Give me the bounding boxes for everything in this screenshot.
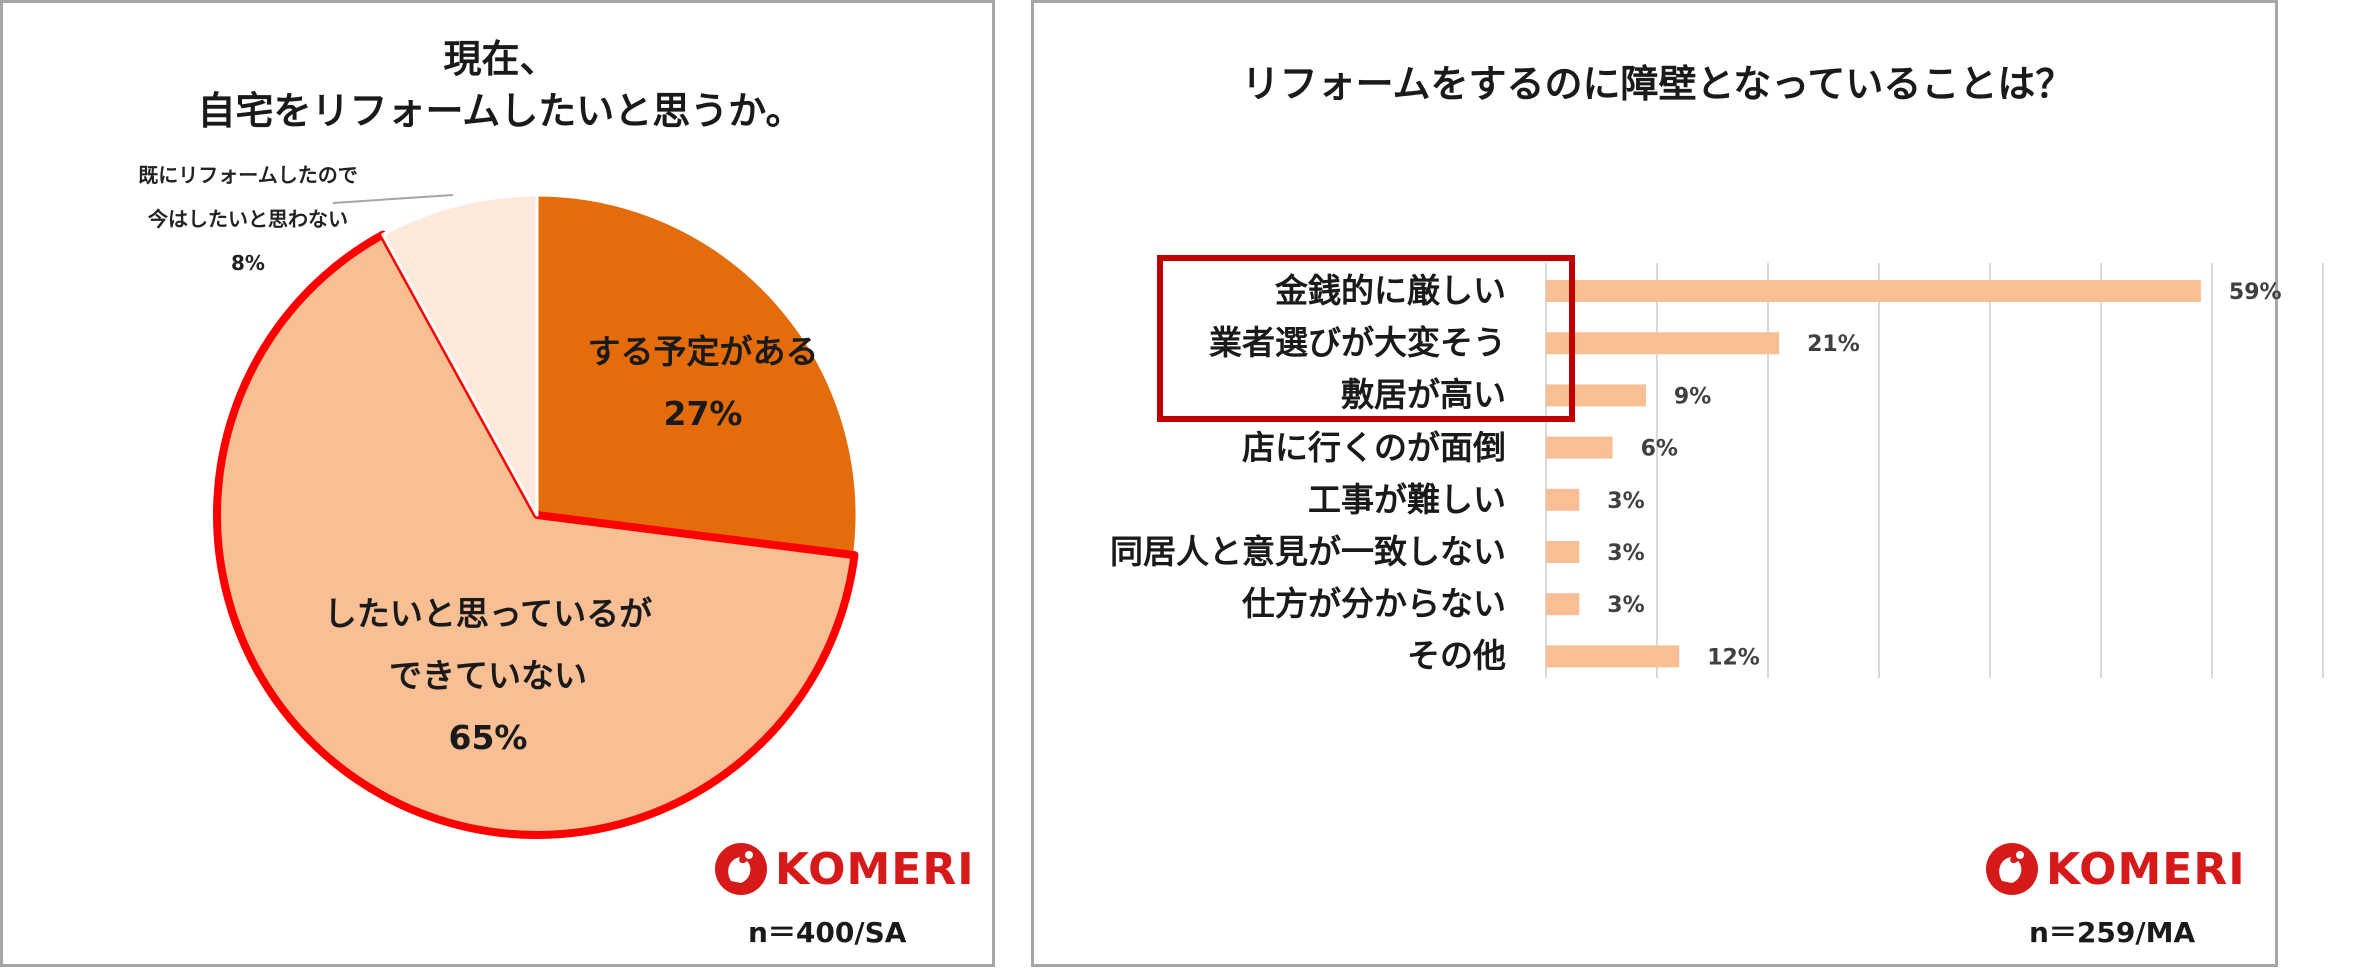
- pie-slice-planned: [535, 193, 859, 557]
- pie-label-planned: する予定がある 27%: [533, 321, 873, 445]
- pie-small-label-line1: 既にリフォームしたので: [138, 163, 358, 187]
- pie-chart-title: 現在、 自宅をリフォームしたいと思うか。: [3, 33, 998, 137]
- bar-category-label: 店に行くのが面倒: [1242, 427, 1506, 467]
- bar-chart: 59% 21% 9% 6% 3% 3% 3% 12%: [1545, 263, 2324, 678]
- pie-label-want-line2: できていない: [389, 656, 587, 695]
- bar-chart-title: リフォームをするのに障壁となっていることは？: [1241, 62, 2074, 106]
- bar-value-label: 3%: [1607, 541, 1644, 566]
- pie-chart: [213, 193, 859, 839]
- bar-0: [1546, 280, 2201, 302]
- komeri-logo: KOMERI: [1984, 841, 2246, 897]
- pie-leader-line: [332, 194, 454, 204]
- bar-category-label: 工事が難しい: [1308, 479, 1506, 519]
- bar-value-label: 9%: [1674, 384, 1711, 409]
- pie-small-label-line2: 今はしたいと思わない: [148, 207, 348, 231]
- bar-4: [1546, 488, 1580, 511]
- pie-label-already-reformed: 既にリフォームしたので 今はしたいと思わない 8%: [83, 153, 413, 285]
- bar-category-label: 金銭的に厳しい: [1275, 271, 1506, 310]
- pie-chart-panel: 現在、 自宅をリフォームしたいと思うか。 既にリフォームしたので 今はしたいと思…: [0, 0, 995, 967]
- bar-value-label: 21%: [1807, 332, 1860, 357]
- pie-title-line2: 自宅をリフォームしたいと思うか。: [197, 89, 804, 133]
- bar-7: [1546, 645, 1680, 668]
- bar-value-label: 59%: [2229, 280, 2282, 305]
- pie-title-line1: 現在、: [443, 37, 558, 81]
- komeri-logo-text: KOMERI: [2046, 843, 2246, 895]
- bar-1: [1546, 332, 1780, 355]
- bar-category-label: その他: [1407, 636, 1506, 676]
- bar-chart-panel: リフォームをするのに障壁となっていることは？ 59% 21% 9% 6% 3% 3% 3% 1…: [1031, 0, 2324, 967]
- komeri-rooster-icon: [715, 843, 767, 895]
- bar-value-label: 6%: [1641, 437, 1678, 462]
- sample-size-note: n＝259/MA: [2029, 916, 2196, 949]
- pie-slice-already-reformed: [381, 193, 539, 517]
- komeri-logo-text: KOMERI: [775, 843, 975, 895]
- pie-label-want-but-not: したいと思っているが できていない 65%: [253, 583, 723, 769]
- bar-value-label: 3%: [1607, 593, 1644, 618]
- pie-small-label-pct: 8%: [231, 251, 265, 275]
- pie-label-want-pct: 65%: [448, 718, 528, 757]
- bar-5: [1546, 541, 1580, 563]
- bar-category-label: 仕方が分からない: [1242, 584, 1506, 624]
- bar-6: [1546, 593, 1580, 616]
- highlight-box: [1157, 255, 1575, 422]
- pie-label-planned-pct: 27%: [663, 394, 743, 433]
- bar-value-label: 3%: [1607, 489, 1644, 514]
- pie-label-planned-text: する予定がある: [587, 332, 819, 371]
- pie-label-want-line1: したいと思っているが: [323, 594, 653, 633]
- bar-category-label: 業者選びが大変そう: [1209, 323, 1506, 363]
- bar-3: [1546, 436, 1613, 459]
- bar-category-label: 同居人と意見が一致しない: [1110, 532, 1506, 571]
- bar-value-label: 12%: [1707, 645, 1760, 670]
- pie-slice-want-but-not: [213, 230, 859, 839]
- bar-category-label: 敷居が高い: [1341, 375, 1506, 415]
- sample-size-note: n＝400/SA: [748, 916, 907, 949]
- komeri-logo: KOMERI: [713, 841, 975, 897]
- komeri-rooster-icon: [1986, 843, 2038, 895]
